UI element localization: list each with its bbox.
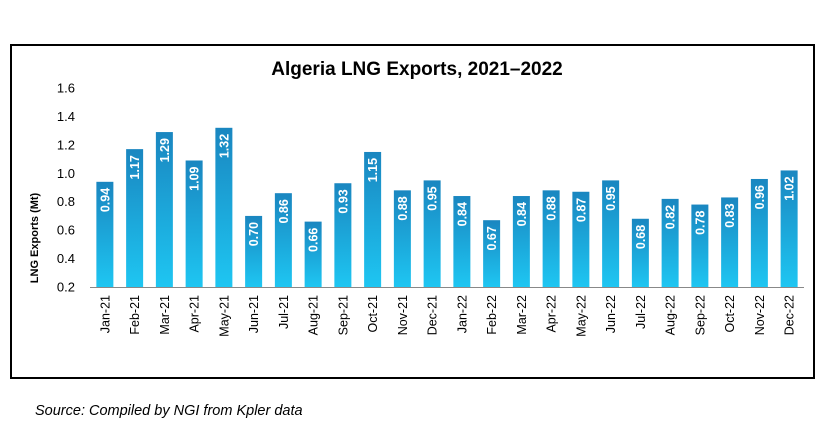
x-tick-label: Jan-22 — [455, 295, 469, 333]
x-tick-label: Jul-22 — [634, 295, 648, 329]
x-tick-label: Nov-22 — [753, 295, 767, 335]
bar — [572, 191, 590, 287]
y-tick-label: 0.4 — [57, 251, 75, 266]
x-tick-label: Oct-21 — [366, 295, 380, 333]
bar — [155, 132, 173, 287]
data-label: 0.82 — [664, 205, 678, 229]
data-label: 0.84 — [515, 202, 529, 226]
data-label: 0.66 — [307, 228, 321, 252]
bar — [334, 183, 352, 287]
x-tick-label: Aug-22 — [664, 295, 678, 335]
bar — [453, 196, 471, 287]
x-tick-label: Sep-22 — [693, 295, 707, 335]
bar — [631, 218, 649, 287]
bar — [691, 204, 709, 287]
chart-title: Algeria LNG Exports, 2021–2022 — [271, 59, 562, 80]
y-tick-label: 0.2 — [57, 280, 75, 295]
bar — [126, 149, 144, 287]
x-tick-label: Mar-21 — [158, 295, 172, 335]
data-label: 1.29 — [158, 138, 172, 162]
data-label: 0.78 — [693, 211, 707, 235]
x-tick-label: Jun-22 — [604, 295, 618, 333]
data-label: 0.70 — [247, 222, 261, 246]
data-label: 0.96 — [753, 185, 767, 209]
data-label: 1.02 — [783, 176, 797, 200]
data-label: 0.88 — [545, 196, 559, 220]
data-label: 0.95 — [426, 186, 440, 210]
x-tick-label: May-21 — [217, 295, 231, 337]
bar-series: 0.94 1.17 1.29 1.09 1.32 0.70 0.86 0.66 0.93 1.15… — [96, 127, 798, 287]
y-tick-label: 1.2 — [57, 137, 75, 152]
x-tick-label: May-22 — [574, 295, 588, 337]
y-tick-label: 0.6 — [57, 223, 75, 238]
data-label: 1.09 — [188, 166, 202, 190]
data-label: 0.94 — [98, 188, 112, 212]
bar — [483, 220, 501, 287]
x-tick-label: Feb-21 — [128, 295, 142, 335]
bar — [512, 196, 530, 287]
bar — [780, 170, 798, 287]
x-tick-label: Sep-21 — [336, 295, 350, 335]
x-tick-label: Mar-22 — [515, 295, 529, 335]
bar — [602, 180, 620, 287]
x-tick-label: Dec-21 — [426, 295, 440, 335]
bar — [721, 197, 739, 287]
x-tick-label: Jan-21 — [98, 295, 112, 333]
bar — [661, 198, 679, 287]
y-axis-label: LNG Exports (Mt) — [29, 192, 41, 283]
data-label: 0.86 — [277, 199, 291, 223]
x-axis: Jan-21 Feb-21 Mar-21 Apr-21 May-21 Jun-21 Jul-… — [98, 295, 796, 337]
data-label: 0.87 — [574, 198, 588, 222]
y-tick-label: 0.8 — [57, 194, 75, 209]
data-label: 0.68 — [634, 225, 648, 249]
x-tick-label: Jul-21 — [277, 295, 291, 329]
x-tick-label: Aug-21 — [307, 295, 321, 335]
x-tick-label: Apr-21 — [188, 295, 202, 333]
data-label: 0.84 — [455, 202, 469, 226]
data-label: 0.67 — [485, 226, 499, 250]
bar — [274, 193, 292, 287]
y-tick-label: 1.6 — [57, 81, 75, 96]
data-label: 0.88 — [396, 196, 410, 220]
bar — [304, 221, 322, 287]
bar — [245, 215, 263, 287]
y-axis: 0.2 0.4 0.6 0.8 1.0 1.2 1.4 1.6 — [57, 81, 75, 295]
y-tick-label: 1.0 — [57, 166, 75, 181]
y-tick-label: 1.4 — [57, 109, 75, 124]
bar-chart: Algeria LNG Exports, 2021–2022 LNG Expor… — [29, 59, 804, 337]
bar — [423, 180, 441, 287]
bar — [364, 151, 382, 287]
data-label: 1.32 — [217, 134, 231, 158]
x-tick-label: Oct-22 — [723, 295, 737, 333]
bar — [96, 181, 114, 287]
x-tick-label: Nov-21 — [396, 295, 410, 335]
bar — [542, 190, 560, 287]
source-note: Source: Compiled by NGI from Kpler data — [35, 403, 303, 419]
bar — [750, 178, 768, 287]
x-tick-label: Dec-22 — [783, 295, 797, 335]
data-label: 1.17 — [128, 155, 142, 179]
data-label: 0.93 — [336, 189, 350, 213]
x-tick-label: Apr-22 — [545, 295, 559, 333]
data-label: 0.83 — [723, 203, 737, 227]
x-tick-label: Feb-22 — [485, 295, 499, 335]
bar — [393, 190, 411, 287]
chart-frame: Algeria LNG Exports, 2021–2022 LNG Expor… — [10, 44, 815, 419]
x-tick-label: Jun-21 — [247, 295, 261, 333]
bar — [185, 160, 203, 287]
bar — [215, 127, 233, 287]
data-label: 1.15 — [366, 158, 380, 182]
data-label: 0.95 — [604, 186, 618, 210]
